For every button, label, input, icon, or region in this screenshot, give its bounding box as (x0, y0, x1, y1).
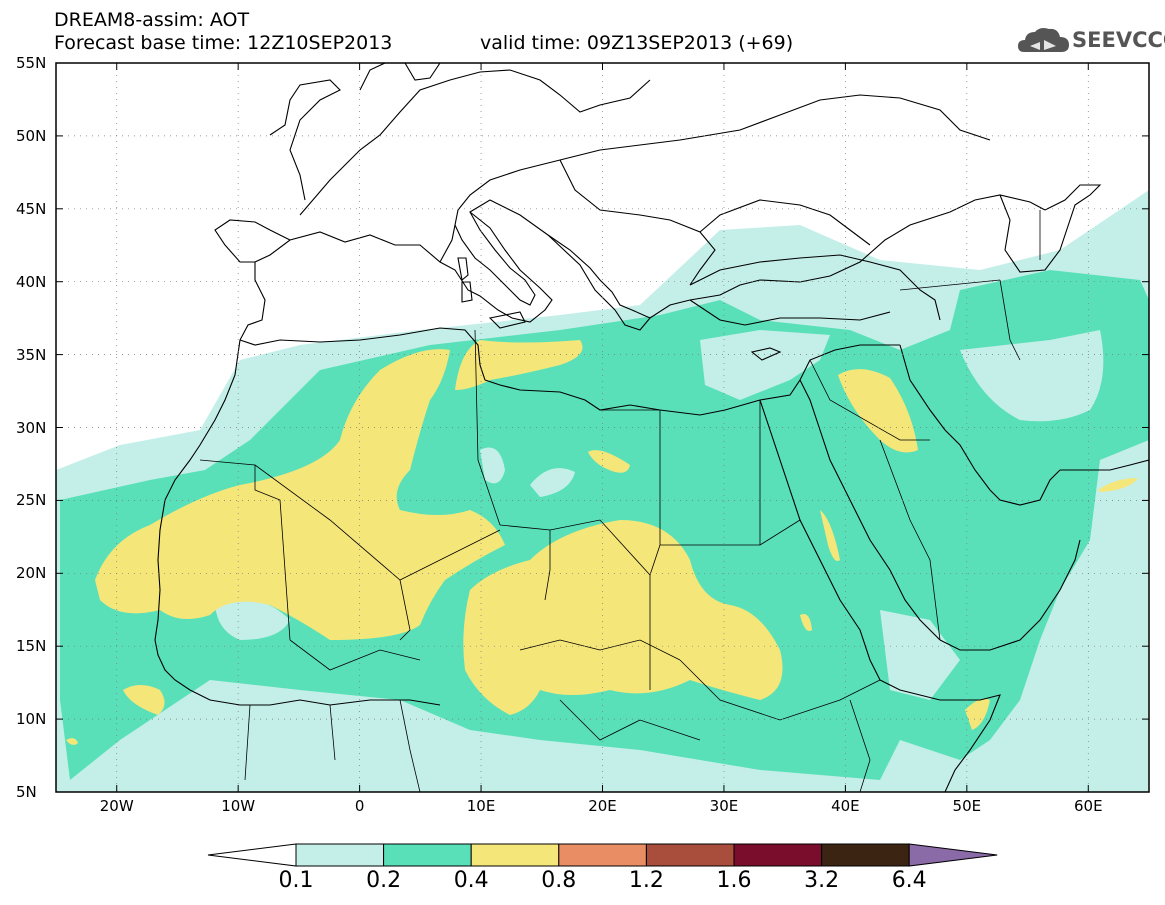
colorbar-swatch (733, 843, 823, 867)
colorbar-swatch (558, 843, 647, 867)
colorbar-under-arrow (207, 843, 297, 867)
lon-label: 40E (831, 797, 860, 815)
lon-label: 20E (588, 797, 617, 815)
colorbar-level-label: 0.4 (453, 868, 489, 893)
colorbar-over-arrow (908, 843, 998, 867)
lat-label: 10N (16, 710, 47, 729)
lon-label: 60E (1073, 797, 1103, 815)
title-line-2: Forecast base time: 12Z10SEP2013 valid ti… (54, 32, 793, 54)
aot-gap-iran (960, 330, 1104, 422)
lon-label: 30E (709, 797, 739, 815)
axis-ticks (56, 62, 1149, 793)
aot-gap-libya (530, 468, 575, 497)
colorbar-level-label: 0.2 (366, 868, 402, 893)
aot-band-0.4-oman (1098, 478, 1138, 492)
lat-label: 30N (16, 418, 47, 437)
lon-label: 0 (354, 797, 365, 815)
lat-label: 35N (16, 345, 47, 364)
lat-label: 50N (16, 126, 47, 145)
lat-label: 5N (16, 783, 37, 801)
aot-band-0.4-guinea (123, 685, 165, 715)
colorbar-level-label: 0.8 (541, 868, 577, 893)
aot-band-0.4-iraq (838, 369, 918, 453)
colorbar-swatch (383, 843, 472, 867)
lat-label: 45N (16, 199, 47, 218)
colorbar-swatch (645, 843, 735, 867)
lat-label: 25N (16, 491, 47, 510)
colorbar-level-label: 1.6 (716, 868, 752, 893)
lat-label: 15N (16, 637, 47, 656)
colorbar-swatch (470, 843, 560, 867)
cloud-icon (1018, 28, 1069, 52)
valid-time: valid time: 09Z13SEP2013 (+69) (480, 32, 794, 54)
aot-gap-gulf (215, 597, 290, 640)
seevccc-logo: SEEVCCC (1016, 22, 1165, 58)
coastlines (154, 63, 1149, 792)
lon-label: 10E (466, 797, 496, 815)
lon-label: 50E (952, 797, 982, 815)
lat-label: 40N (16, 272, 47, 291)
colorbar-level-label: 0.1 (278, 868, 314, 893)
lon-label: 20W (99, 797, 134, 815)
lat-label: 55N (16, 54, 47, 72)
title-line-1: DREAM8-assim: AOT (54, 9, 250, 31)
grid-lines (56, 63, 1149, 792)
colorbar-level-label: 6.4 (891, 868, 927, 893)
aot-band-0.4-ethiopia (800, 614, 812, 631)
aot-gap-algeria (480, 447, 505, 484)
aot-band-0.4-tunisia (455, 340, 583, 390)
aot-band-0.4-chad (463, 520, 783, 715)
country-borders (199, 210, 1041, 792)
colorbar-level-label: 1.2 (628, 868, 664, 893)
aot-band-0.4-west-africa (95, 349, 505, 640)
aot-band-0.4-redsea (820, 510, 840, 561)
aot-band-0.4-somalia (965, 698, 990, 730)
colorbar-swatch (295, 843, 385, 867)
lon-label: 10W (221, 797, 256, 815)
colorbar-swatch (821, 843, 910, 867)
aot-fields (56, 63, 1149, 792)
aot-band-0.4-libya-streak (588, 450, 630, 473)
aot-band-0.4-ghana (66, 738, 78, 745)
lat-label: 20N (16, 564, 47, 583)
colorbar-level-label: 3.2 (804, 868, 840, 893)
forecast-base-time: Forecast base time: 12Z10SEP2013 (54, 32, 393, 54)
logo-text: SEEVCCC (1072, 28, 1165, 52)
aot-gap-turkey (700, 330, 830, 400)
aot-gap-arabia (880, 610, 960, 700)
